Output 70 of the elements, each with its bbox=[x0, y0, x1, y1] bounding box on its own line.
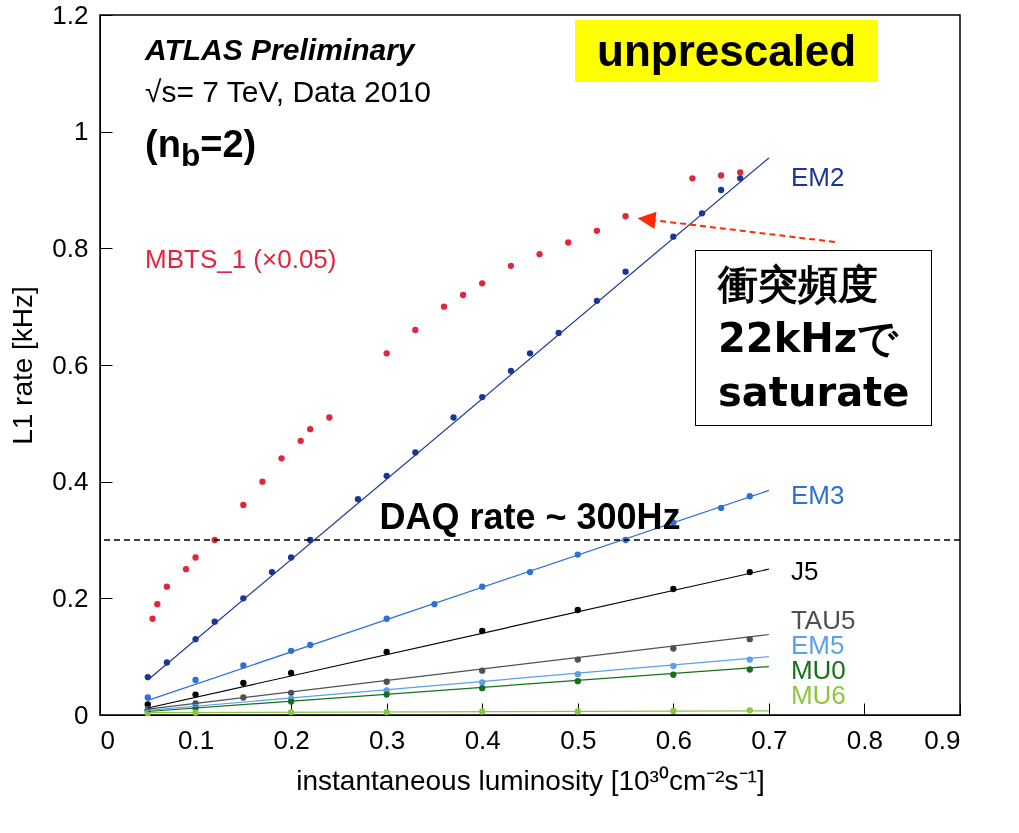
point bbox=[240, 501, 247, 509]
point bbox=[737, 175, 744, 182]
point bbox=[268, 568, 276, 576]
point bbox=[459, 291, 467, 299]
point bbox=[536, 251, 543, 258]
point bbox=[278, 455, 285, 462]
point bbox=[240, 679, 247, 687]
point bbox=[354, 496, 362, 503]
x-tick-label: 0 bbox=[100, 724, 115, 755]
y-tick-label: 1 bbox=[74, 116, 89, 147]
x-tick-label: 0.9 bbox=[924, 724, 961, 755]
point bbox=[622, 213, 629, 220]
point bbox=[144, 694, 151, 701]
point bbox=[383, 350, 390, 357]
point bbox=[440, 303, 448, 310]
point bbox=[192, 691, 199, 698]
point bbox=[479, 280, 486, 287]
x-tick-label: 0.2 bbox=[273, 724, 310, 755]
x-tick-label: 0.8 bbox=[846, 724, 884, 755]
point bbox=[163, 583, 171, 590]
point bbox=[717, 172, 725, 179]
point bbox=[297, 437, 304, 444]
series-label: EM3 bbox=[790, 480, 845, 511]
point bbox=[259, 478, 266, 485]
x-tick-label: 0.4 bbox=[464, 724, 501, 755]
point bbox=[182, 566, 190, 573]
series-label: EM2 bbox=[790, 162, 845, 193]
point bbox=[526, 350, 534, 357]
annotation: ATLAS Preliminary bbox=[145, 33, 415, 67]
point bbox=[383, 648, 390, 656]
point bbox=[307, 426, 314, 433]
point bbox=[287, 669, 295, 677]
y-axis-title: L1 rate [kHz] bbox=[7, 286, 39, 445]
x-tick-label: 0.1 bbox=[177, 724, 215, 755]
point bbox=[507, 367, 515, 374]
y-tick-label: 1.2 bbox=[52, 0, 89, 30]
x-tick-label: 0.7 bbox=[751, 724, 788, 755]
annotation: (n$_{b}$=2) bbox=[145, 123, 257, 174]
annotation: 衝突頻度 22kHzで saturate bbox=[695, 250, 933, 426]
y-tick-label: 0.8 bbox=[52, 232, 89, 263]
point bbox=[507, 262, 515, 269]
x-tick-label: 0.6 bbox=[655, 724, 692, 755]
x-axis-title: instantaneous luminosity [10³⁰cm⁻²s⁻¹] bbox=[296, 764, 765, 796]
point bbox=[689, 175, 696, 182]
y-tick-label: 0.6 bbox=[52, 349, 89, 380]
y-tick-label: 0.2 bbox=[52, 582, 89, 613]
point bbox=[192, 676, 199, 684]
ref-line-label: DAQ rate ~ 300Hz bbox=[379, 496, 681, 537]
point bbox=[326, 414, 333, 421]
point bbox=[450, 414, 457, 421]
point bbox=[383, 472, 390, 479]
text: MBTS_1 (×0.05) bbox=[145, 244, 337, 274]
point bbox=[149, 615, 156, 622]
series-label: J5 bbox=[790, 556, 819, 587]
point bbox=[622, 268, 629, 275]
annotation: unprescaled bbox=[575, 20, 879, 82]
annotation: √s= 7 TeV, Data 2010 bbox=[145, 75, 431, 109]
point bbox=[154, 601, 161, 608]
point bbox=[412, 326, 419, 334]
x-tick-label: 0.5 bbox=[560, 724, 597, 755]
point bbox=[240, 662, 247, 669]
point bbox=[737, 169, 744, 176]
y-tick-label: 0 bbox=[74, 699, 89, 730]
x-tick-label: 0.3 bbox=[369, 724, 406, 755]
point bbox=[717, 186, 725, 194]
point bbox=[144, 673, 151, 681]
point bbox=[593, 227, 601, 234]
y-tick-label: 0.4 bbox=[52, 466, 89, 497]
point bbox=[565, 239, 572, 246]
point bbox=[192, 554, 199, 561]
